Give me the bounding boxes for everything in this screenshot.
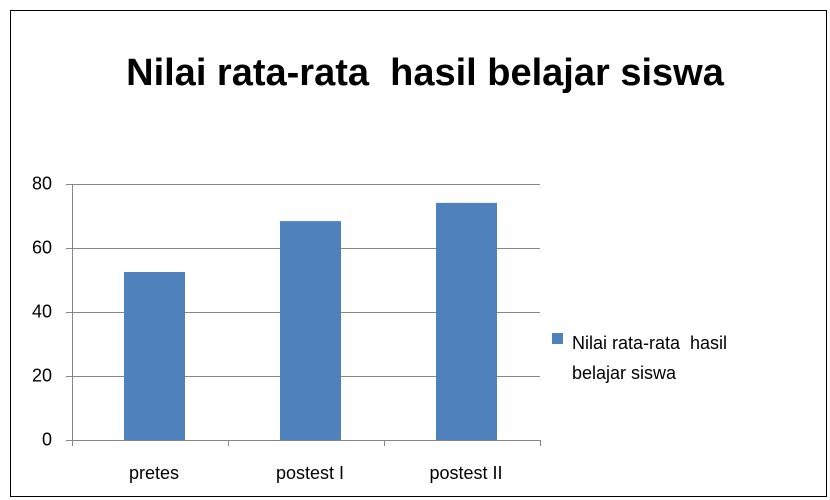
chart-title: Nilai rata-rata hasil belajar siswa — [126, 52, 724, 94]
x-tick-label: postest I — [276, 463, 344, 483]
y-tick-label: 20 — [32, 365, 52, 385]
x-tick-label: pretes — [129, 463, 179, 483]
bar — [124, 272, 185, 440]
y-tick-label: 80 — [32, 173, 52, 193]
legend-swatch — [552, 333, 563, 344]
y-tick-label: 40 — [32, 301, 52, 321]
chart-border — [10, 10, 827, 497]
bar — [280, 221, 341, 440]
y-tick-label: 60 — [32, 237, 52, 257]
y-tick-label: 0 — [42, 429, 52, 449]
x-tick-label: postest II — [429, 463, 502, 483]
legend-label: Nilai rata-rata hasil belajar siswa — [572, 333, 733, 383]
bar — [436, 202, 497, 440]
